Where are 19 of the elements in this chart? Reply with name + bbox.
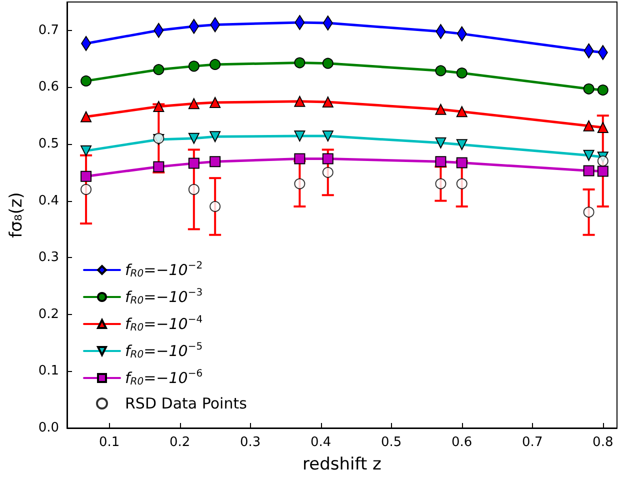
x-tick-label: 0.2 [169, 435, 190, 450]
y-tick-label: 0.2 [38, 306, 59, 322]
y-tick-label: 0.0 [38, 420, 59, 436]
x-axis-title: redshift z [302, 454, 382, 474]
x-tick-label: 0.3 [240, 435, 261, 450]
y-tick-label: 0.4 [38, 193, 59, 208]
y-tick-label: 0.3 [38, 250, 59, 266]
x-tick-label: 0.4 [310, 435, 332, 450]
x-tick-label: 0.1 [98, 435, 120, 450]
y-tick-label: 0.1 [38, 364, 59, 379]
x-tick-label: 0.6 [452, 435, 472, 450]
y-axis-title: fσ₈(z) [6, 192, 26, 238]
x-tick-label: 0.7 [522, 435, 543, 450]
legend-label: RSD Data Points [125, 394, 248, 412]
x-tick-label: 0.5 [381, 435, 402, 450]
y-tick-label: 0.7 [38, 22, 59, 38]
y-tick-label: 0.6 [38, 80, 59, 95]
y-tick-label: 0.5 [38, 136, 59, 152]
x-tick-label: 0.8 [592, 435, 614, 450]
